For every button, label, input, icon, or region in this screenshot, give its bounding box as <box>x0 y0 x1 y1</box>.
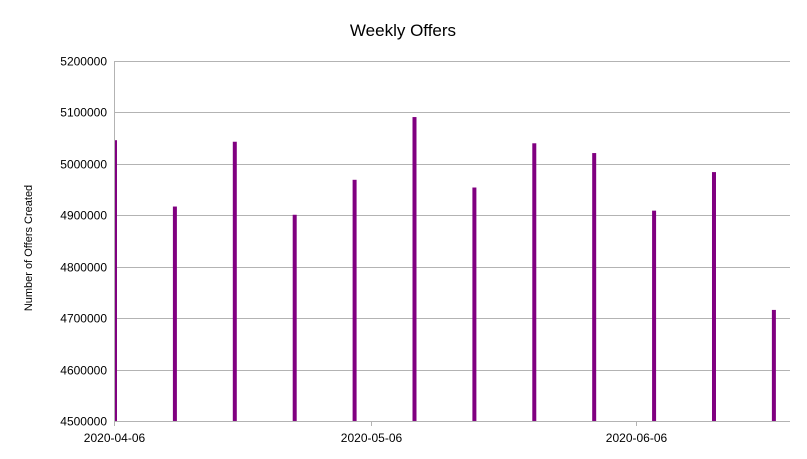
y-tick-label: 4900000 <box>60 209 107 223</box>
bar <box>652 210 657 421</box>
y-tick-label: 5000000 <box>60 158 107 172</box>
bar <box>472 187 477 421</box>
x-tick-label: 2020-05-06 <box>341 431 403 445</box>
x-tick-label: 2020-04-06 <box>84 431 146 445</box>
bar <box>771 309 776 421</box>
y-tick-label: 5200000 <box>60 55 107 69</box>
x-tick-labels: 2020-04-06 2020-05-06 2020-06-06 <box>84 431 668 445</box>
bars <box>115 117 776 422</box>
y-axis-label: Number of Offers Created <box>23 185 35 311</box>
y-tick-label: 4600000 <box>60 364 107 378</box>
gridlines <box>114 61 790 422</box>
y-tick-labels: 4500000 4600000 4700000 4800000 4900000 50000… <box>60 55 107 429</box>
bar <box>711 172 716 421</box>
bar <box>115 140 117 421</box>
bar <box>412 117 417 422</box>
bar <box>172 206 177 421</box>
bar <box>532 143 537 422</box>
bar <box>292 214 297 421</box>
bar <box>232 141 237 421</box>
axes <box>114 61 790 426</box>
y-tick-label: 4800000 <box>60 261 107 275</box>
y-tick-label: 4500000 <box>60 415 107 429</box>
x-tick-label: 2020-06-06 <box>606 431 668 445</box>
y-tick-label: 5100000 <box>60 106 107 120</box>
y-tick-label: 4700000 <box>60 312 107 326</box>
bar <box>352 179 357 421</box>
chart-title: Weekly Offers <box>350 21 456 40</box>
bar <box>592 153 597 422</box>
